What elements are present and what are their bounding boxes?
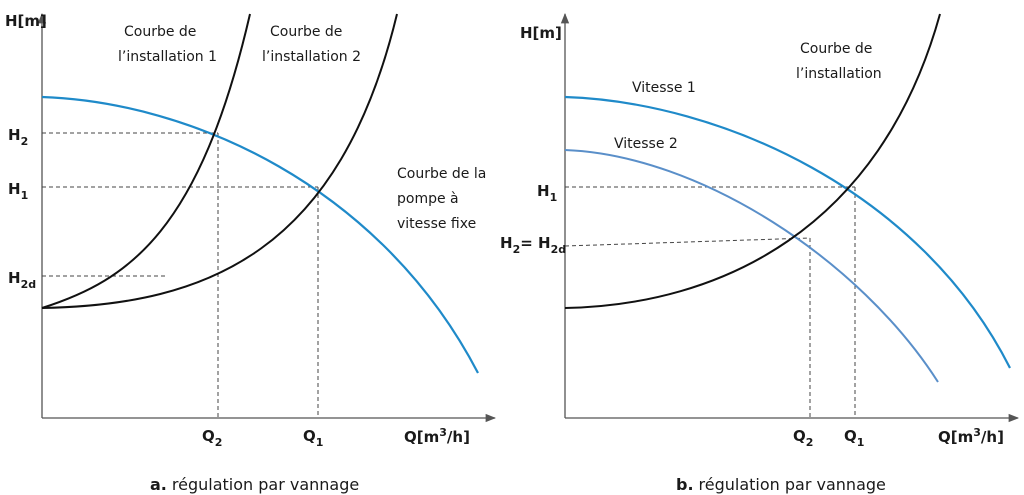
label-main: = H (520, 234, 550, 252)
caption-letter: a. (150, 475, 167, 494)
label-sub: 2d (21, 278, 37, 291)
label-main: H (8, 180, 21, 198)
h1-label: H1 (8, 180, 28, 202)
q1-label: Q1 (303, 427, 323, 449)
installation-curve-1 (41, 13, 251, 309)
caption-text: régulation par vannage (699, 475, 886, 494)
label-sub: 2 (215, 436, 223, 449)
guide-h1 (42, 186, 319, 418)
label-main: Q (202, 427, 215, 445)
speed-2-curve (564, 149, 939, 383)
label-sup: 3 (973, 426, 981, 439)
q2-label: Q2 (202, 427, 222, 449)
label-sub: 2 (513, 243, 521, 256)
label-sub: 2 (806, 436, 814, 449)
y-axis-label: H[m] (520, 24, 562, 42)
x-axis-label: Q[m3/h] (404, 426, 470, 446)
h2-label: H2= H2d (500, 234, 566, 256)
q1-label: Q1 (844, 427, 864, 449)
h2-label: H2 (8, 126, 28, 148)
h2d-label: H2d (8, 269, 36, 291)
panel-b: H[m] H1 H2= H2d Q2 Q1 Q[m3/h] Vitesse 1 … (500, 12, 1020, 494)
speed-1-curve (564, 95, 1011, 369)
pump-curve (41, 95, 479, 374)
label-sup: 3 (439, 426, 447, 439)
curve-1-label: Courbe de (124, 24, 196, 40)
caption-text: régulation par vannage (172, 475, 359, 494)
label-main: Q[m (938, 428, 973, 446)
pump-label: Courbe de la (397, 166, 486, 182)
label-main: H (537, 182, 550, 200)
panel-a: H[m] H2 H1 H2d Q2 Q1 Q[m3/h] Courbe de l… (5, 12, 497, 494)
label-end: /h] (981, 428, 1004, 446)
curve-2-label: Courbe de (270, 24, 342, 40)
y-axis-label: H[m] (5, 12, 47, 30)
label-sub: 1 (316, 436, 324, 449)
speed-1-label: Vitesse 1 (632, 80, 696, 96)
curve-1-label: l’installation 1 (118, 49, 217, 65)
label-main: H (8, 269, 21, 287)
curve-2-label: l’installation 2 (262, 49, 361, 65)
caption-b: b. régulation par vannage (676, 475, 886, 494)
label-main: Q (844, 427, 857, 445)
pump-label: pompe à (397, 191, 459, 207)
speed-2-label: Vitesse 2 (614, 136, 678, 152)
pump-label: vitesse fixe (397, 216, 476, 232)
guide-h2 (564, 237, 811, 418)
caption-a: a. régulation par vannage (150, 475, 359, 494)
x-axis-label: Q[m3/h] (938, 426, 1004, 446)
guide-h2 (42, 132, 219, 418)
label-sub: 1 (857, 436, 865, 449)
label-sub: 2d (551, 243, 567, 256)
h1-label: H1 (537, 182, 557, 204)
label-main: H (8, 126, 21, 144)
label-end: /h] (447, 428, 470, 446)
q2-label: Q2 (793, 427, 813, 449)
label-main: Q (793, 427, 806, 445)
label-main: H (500, 234, 513, 252)
label-main: Q[m (404, 428, 439, 446)
label-sub: 1 (550, 191, 558, 204)
installation-curve-2 (41, 13, 398, 309)
guide-h1 (565, 186, 856, 418)
curve-label: Courbe de (800, 41, 872, 57)
curve-label: l’installation (796, 66, 882, 82)
caption-letter: b. (676, 475, 694, 494)
installation-curve (564, 13, 941, 309)
label-main: Q (303, 427, 316, 445)
label-sub: 2 (21, 135, 29, 148)
label-sub: 1 (21, 189, 29, 202)
